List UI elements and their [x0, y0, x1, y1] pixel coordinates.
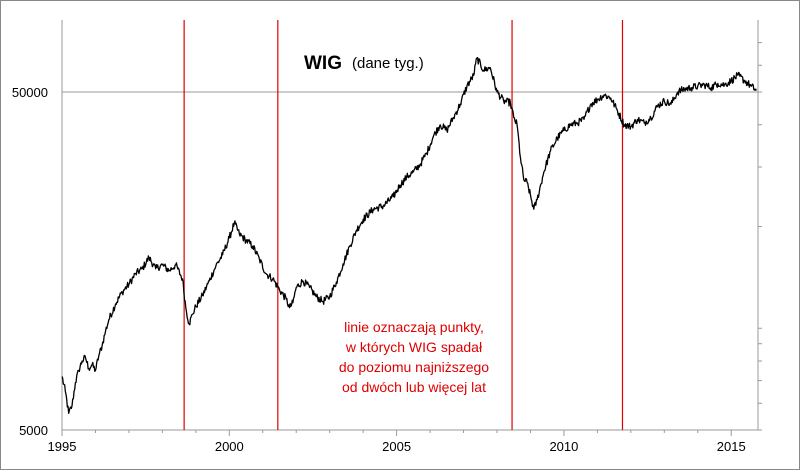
annotation-line: linie oznaczają punkty,: [344, 319, 484, 335]
x-tick-label: 2010: [549, 439, 578, 454]
y-tick-label: 5000: [19, 423, 48, 438]
chart-subtitle: (dane tyg.): [352, 55, 424, 72]
x-tick-label: 1995: [48, 439, 77, 454]
x-tick-label: 2005: [382, 439, 411, 454]
x-tick-label: 2015: [717, 439, 746, 454]
wig-series-line: [61, 56, 757, 415]
chart-title: WIG: [304, 53, 342, 74]
y-tick-label: 50000: [12, 85, 48, 100]
x-tick-label: 2000: [215, 439, 244, 454]
annotation-line: w których WIG spadał: [345, 339, 483, 355]
annotation-line: do poziomu najniższego: [339, 359, 489, 375]
annotation-line: od dwóch lub więcej lat: [342, 379, 486, 395]
